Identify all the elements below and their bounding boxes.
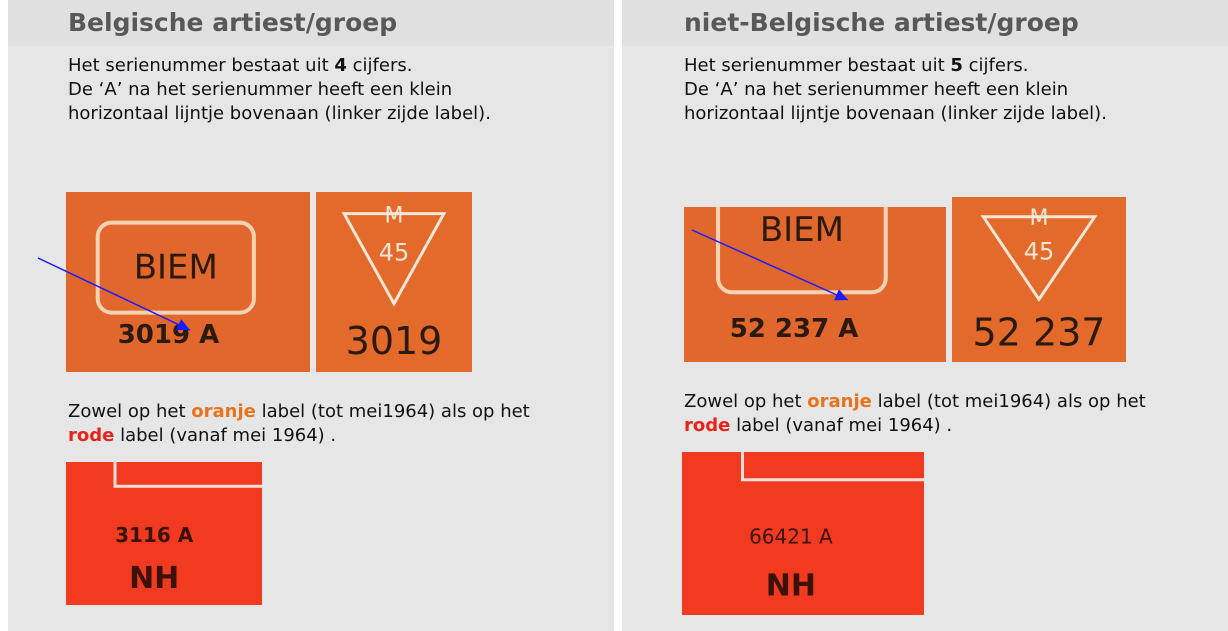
column-title: niet-Belgische artiest/groep [684, 8, 1079, 37]
mark-number: 45 [1024, 238, 1055, 266]
digit-count: 5 [950, 55, 963, 76]
note-orange: oranje [807, 391, 872, 412]
code-text: NH [766, 568, 816, 603]
digit-count: 4 [334, 55, 347, 76]
note-red: rode [684, 415, 730, 436]
label-photo: 66421 A NH [682, 452, 924, 615]
box-text: BIEM [760, 210, 844, 250]
label-photo: M 45 3019 [316, 192, 472, 372]
column-panel: niet-Belgische artiest/groep Het serienum… [622, 0, 1228, 631]
note-t2: label (tot mei1964) als op het [262, 401, 530, 422]
label-photo: 3116 A NH [66, 462, 262, 605]
note-orange: oranje [191, 401, 256, 422]
intro-before: Het serienummer bestaat uit [68, 55, 329, 76]
note-text: Zowel op het oranje label (tot mei1964) … [684, 390, 1184, 438]
intro-text: Het serienummer bestaat uit 4 cijfers. [68, 54, 528, 78]
mark-letter: M [385, 204, 404, 229]
note-t3: label (vanaf mei 1964) . [736, 415, 952, 436]
box-text: BIEM [134, 247, 218, 287]
intro-after: cijfers. [353, 55, 413, 76]
column-title: Belgische artiest/groep [68, 8, 397, 37]
intro-after: cijfers. [969, 55, 1029, 76]
serial-text: 66421 A [749, 524, 833, 548]
label-photo: BIEM 52 237 A [684, 207, 946, 362]
mark-letter: M [1030, 206, 1049, 231]
mark-number: 45 [379, 238, 410, 266]
serial-text: 3019 [346, 319, 443, 363]
code-text: NH [129, 561, 179, 596]
label-photo: M 45 52 237 [952, 197, 1126, 362]
note-t1: Zowel op het [684, 391, 802, 412]
serial-text: 3116 A [115, 523, 194, 547]
serial-text: 3019 A [118, 320, 220, 350]
note-t3: label (vanaf mei 1964) . [120, 425, 336, 446]
serial-text: 52 237 [973, 311, 1106, 355]
intro-text: Het serienummer bestaat uit 5 cijfers. [684, 54, 1144, 78]
description: De ‘A’ na het serienummer heeft een klei… [684, 78, 1134, 126]
serial-text: 52 237 A [730, 314, 859, 344]
column-panel: Belgische artiest/groep Het serienummer b… [8, 0, 614, 631]
note-red: rode [68, 425, 114, 446]
note-text: Zowel op het oranje label (tot mei1964) … [68, 400, 568, 448]
note-t2: label (tot mei1964) als op het [878, 391, 1146, 412]
label-photo: BIEM 3019 A [66, 192, 310, 372]
intro-before: Het serienummer bestaat uit [684, 55, 945, 76]
description: De ‘A’ na het serienummer heeft een klei… [68, 78, 518, 126]
page: Belgische artiest/groep Het serienummer b… [0, 0, 1228, 631]
note-t1: Zowel op het [68, 401, 186, 422]
